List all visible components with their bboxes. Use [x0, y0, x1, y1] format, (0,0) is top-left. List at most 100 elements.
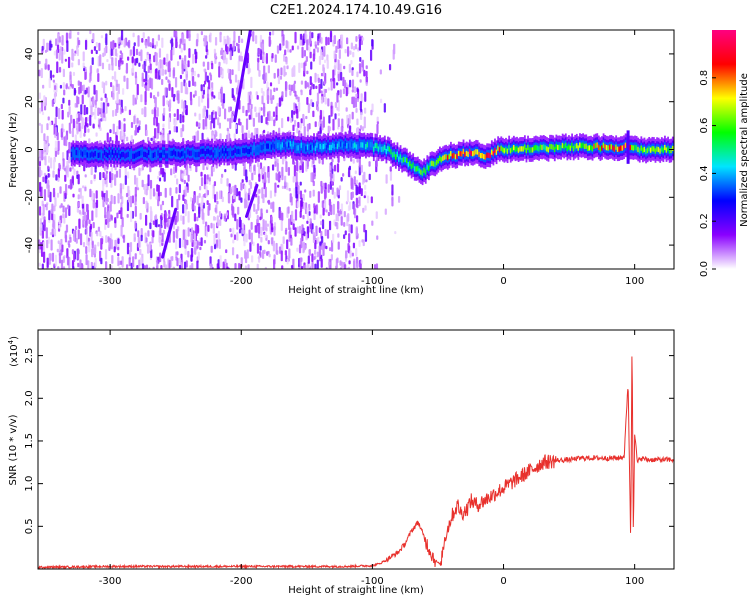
noise-speck: [49, 40, 52, 51]
spectrogram-x-tick-label: -200: [230, 276, 253, 287]
noise-speck: [214, 52, 217, 59]
noise-speck: [77, 201, 80, 207]
noise-speck: [50, 157, 53, 169]
noise-speck: [204, 71, 207, 82]
noise-speck: [85, 107, 89, 115]
ridge-cell: [656, 146, 658, 152]
noise-speck: [352, 159, 355, 164]
noise-speck: [47, 116, 50, 121]
noise-speck: [287, 167, 290, 176]
ridge-cell: [385, 148, 388, 155]
noise-speck: [217, 117, 220, 126]
noise-speck: [202, 161, 205, 171]
noise-speck: [111, 75, 114, 80]
noise-speck: [259, 162, 263, 170]
noise-speck: [218, 61, 221, 67]
noise-speck: [63, 216, 66, 224]
noise-speck: [49, 121, 52, 126]
ridge-cell: [383, 144, 386, 151]
noise-speck: [78, 209, 82, 215]
noise-speck: [270, 237, 274, 245]
noise-speck: [77, 80, 80, 86]
snr-y-label: SNR (10 * v/v): [8, 414, 19, 485]
ridge-cell: [654, 148, 657, 154]
ridge-cell: [357, 144, 359, 150]
ridge-cell: [129, 153, 131, 159]
noise-speck: [162, 229, 166, 235]
noise-speck: [363, 69, 366, 77]
noise-speck: [126, 77, 129, 90]
noise-speck: [210, 245, 213, 253]
snr-y-ticks: 0.51.01.52.02.5: [24, 348, 674, 534]
noise-speck: [166, 268, 167, 269]
noise-speck: [49, 253, 52, 261]
ridge-cell: [188, 150, 191, 156]
ridge-cell: [339, 141, 342, 147]
noise-speck: [272, 201, 275, 213]
noise-speck: [71, 260, 75, 269]
ridge-cell: [130, 151, 133, 157]
noise-speck: [314, 44, 318, 49]
ridge-cell: [254, 148, 257, 154]
noise-speck: [221, 173, 224, 178]
noise-speck: [335, 45, 338, 53]
ridge-cell: [405, 157, 408, 164]
noise-speck: [56, 61, 59, 74]
ridge-cell: [243, 148, 246, 154]
noise-speck: [332, 233, 335, 243]
noise-speck: [238, 216, 242, 228]
noise-speck: [281, 212, 284, 221]
noise-speck: [220, 92, 223, 103]
noise-speck: [345, 268, 348, 269]
noise-speck: [99, 172, 102, 181]
ridge-cell: [432, 161, 435, 167]
noise-speck: [229, 50, 232, 61]
noise-speck: [170, 168, 173, 176]
noise-speck: [304, 80, 307, 89]
noise-speck: [102, 180, 105, 192]
noise-speck: [178, 44, 182, 49]
ridge-cell: [429, 161, 432, 167]
noise-speck: [290, 117, 293, 124]
ridge-cell: [196, 151, 199, 158]
noise-speck: [138, 265, 141, 269]
noise-speck: [145, 200, 148, 209]
ridge-cell: [398, 156, 400, 162]
noise-speck: [42, 241, 45, 253]
noise-speck: [55, 174, 58, 181]
ridge-cell: [91, 151, 94, 157]
noise-speck: [172, 69, 175, 79]
noise-speck: [228, 106, 231, 113]
noise-speck: [141, 37, 144, 43]
noise-speck: [358, 185, 361, 193]
ridge-cell: [605, 145, 608, 151]
noise-speck: [149, 92, 153, 99]
noise-speck: [156, 260, 159, 269]
noise-speck: [238, 228, 242, 234]
snr-y-tick-label: 2.5: [24, 348, 35, 364]
noise-speck: [123, 123, 126, 133]
noise-speck: [52, 187, 56, 198]
ridge-cell: [217, 148, 219, 155]
noise-speck: [78, 39, 81, 46]
noise-speck: [218, 239, 221, 249]
noise-speck: [218, 122, 221, 129]
noise-speck: [276, 102, 279, 108]
noise-speck: [321, 110, 325, 117]
noise-speck: [133, 42, 136, 47]
noise-speck: [121, 60, 124, 65]
noise-speck: [332, 203, 335, 215]
noise-speck: [112, 109, 115, 117]
noise-speck: [109, 237, 112, 249]
ridge-cell: [539, 144, 542, 150]
noise-speck: [184, 239, 187, 249]
noise-speck: [355, 108, 358, 113]
noise-speck: [153, 117, 156, 126]
ridge-cell: [177, 151, 180, 157]
noise-speck: [300, 62, 303, 69]
noise-speck: [294, 227, 297, 237]
ridge-cell: [645, 148, 647, 155]
noise-speck: [52, 170, 55, 178]
noise-speck: [193, 70, 196, 77]
noise-speck: [332, 173, 335, 182]
